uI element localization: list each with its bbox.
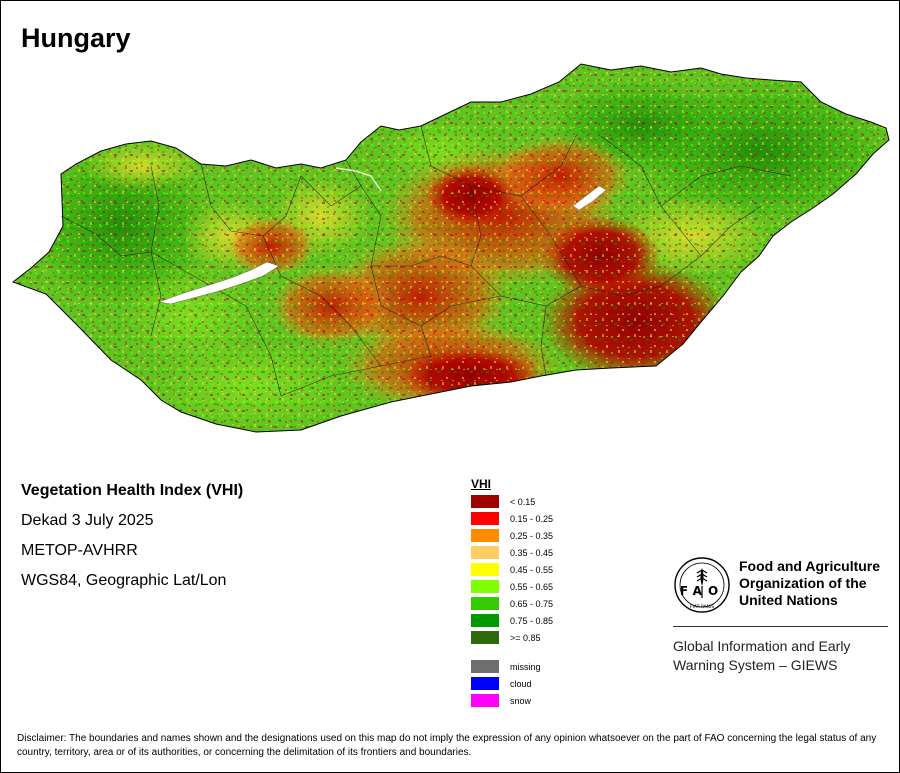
legend-label: 0.55 - 0.65 xyxy=(510,581,554,592)
legend-item: snow xyxy=(471,692,553,709)
vhi-legend: VHI < 0.15 0.15 - 0.25 0.25 - 0.35 0.35 … xyxy=(471,477,553,709)
legend-item: 0.25 - 0.35 xyxy=(471,527,553,544)
legend-item: 0.45 - 0.55 xyxy=(471,561,553,578)
org-name-line: Organization of the xyxy=(739,575,867,591)
legend-swatch xyxy=(471,597,499,610)
legend-swatch xyxy=(471,512,499,525)
legend-label: 0.15 - 0.25 xyxy=(510,513,554,524)
legend-swatch xyxy=(471,677,499,690)
period-label: Dekad 3 July 2025 xyxy=(21,512,154,529)
vhi-map xyxy=(1,56,899,446)
fao-emblem-letters: FAO xyxy=(680,584,724,598)
legend-item: missing xyxy=(471,658,553,675)
map-info: Vegetation Health Index (VHI) Dekad 3 Ju… xyxy=(21,481,243,601)
legend-swatch xyxy=(471,546,499,559)
divider xyxy=(673,626,888,627)
legend-swatch xyxy=(471,563,499,576)
giews-name: Global Information and Early Warning Sys… xyxy=(673,637,850,675)
organization-name: Food and Agriculture Organization of the… xyxy=(739,558,880,609)
legend-swatch xyxy=(471,694,499,707)
legend-classes: < 0.15 0.15 - 0.25 0.25 - 0.35 0.35 - 0.… xyxy=(471,493,553,646)
legend-label: 0.45 - 0.55 xyxy=(510,564,554,575)
sensor-label: METOP-AVHRR xyxy=(21,542,138,559)
projection-label: WGS84, Geographic Lat/Lon xyxy=(21,572,227,589)
legend-item: >= 0.85 xyxy=(471,629,553,646)
legend-swatch xyxy=(471,631,499,644)
disclaimer: Disclaimer: The boundaries and names sho… xyxy=(17,733,877,758)
legend-title: VHI xyxy=(471,477,492,491)
legend-extra: missing cloud snow xyxy=(471,658,553,709)
legend-item: 0.65 - 0.75 xyxy=(471,595,553,612)
vhi-map-svg xyxy=(12,63,890,433)
legend-label: 0.65 - 0.75 xyxy=(510,598,554,609)
legend-item: < 0.15 xyxy=(471,493,553,510)
legend-item: 0.35 - 0.45 xyxy=(471,544,553,561)
legend-label: < 0.15 xyxy=(510,496,536,507)
legend-item: 0.15 - 0.25 xyxy=(471,510,553,527)
vhi-raster xyxy=(13,64,889,432)
legend-label: 0.25 - 0.35 xyxy=(510,530,554,541)
legend-item: cloud xyxy=(471,675,553,692)
fao-emblem-motto: FIAT PANIS xyxy=(690,604,714,610)
legend-label: 0.75 - 0.85 xyxy=(510,615,554,626)
giews-line: Warning System – GIEWS xyxy=(673,657,838,673)
legend-item: 0.55 - 0.65 xyxy=(471,578,553,595)
legend-swatch xyxy=(471,614,499,627)
legend-item: 0.75 - 0.85 xyxy=(471,612,553,629)
lake-balaton xyxy=(158,261,280,305)
legend-label: snow xyxy=(510,695,532,706)
legend-swatch xyxy=(471,660,499,673)
index-title: Vegetation Health Index (VHI) xyxy=(21,482,244,499)
legend-swatch xyxy=(471,580,499,593)
legend-label: >= 0.85 xyxy=(510,632,541,643)
giews-line: Global Information and Early xyxy=(673,638,851,654)
country-title: Hungary xyxy=(21,23,131,53)
legend-label: 0.35 - 0.45 xyxy=(510,547,554,558)
legend-swatch xyxy=(471,529,499,542)
county-boundaries xyxy=(60,125,792,397)
legend-label: missing xyxy=(510,661,541,672)
legend-label: cloud xyxy=(510,678,532,689)
legend-swatch xyxy=(471,495,499,508)
fao-logo-icon: FAO FIAT PANIS xyxy=(674,557,730,613)
org-name-line: Food and Agriculture xyxy=(739,558,881,574)
org-name-line: United Nations xyxy=(739,592,838,608)
